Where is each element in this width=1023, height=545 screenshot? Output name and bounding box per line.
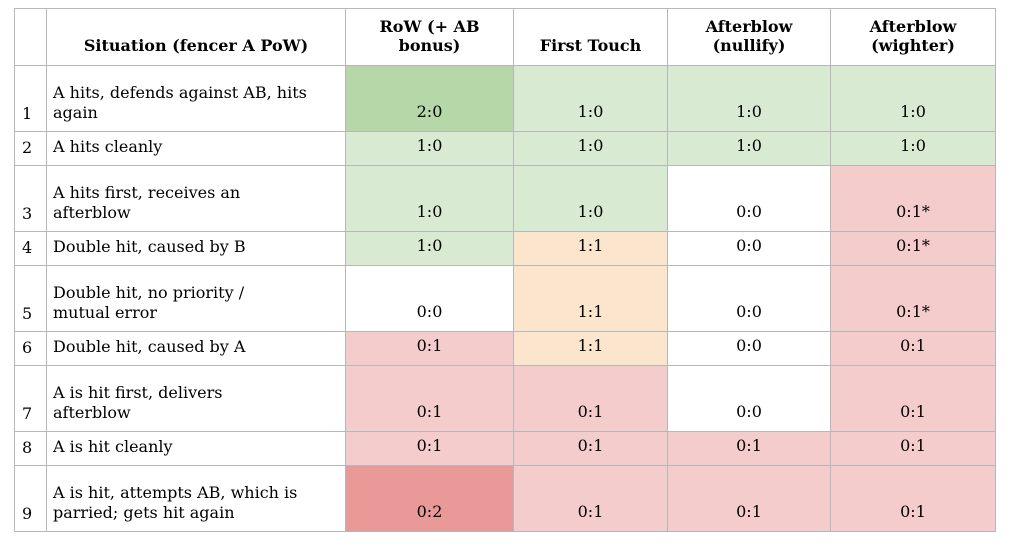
score-cell-first-touch: 1:0	[513, 131, 668, 166]
header-row: Situation (fencer A PoW) RoW (+ AB bonus)…	[14, 8, 996, 66]
row-number-cell: 5	[14, 265, 47, 332]
score-cell-afterblow-wighter: 0:1*	[830, 231, 996, 266]
score-cell-first-touch: 1:1	[513, 265, 668, 332]
row-number-cell: 2	[14, 131, 47, 166]
score-cell-afterblow-wighter: 0:1	[830, 465, 996, 532]
row-number-cell: 4	[14, 231, 47, 266]
score-cell-afterblow-wighter: 0:1*	[830, 265, 996, 332]
situation-cell: A is hit first, delivers afterblow	[46, 365, 346, 432]
situation-cell: A is hit cleanly	[46, 431, 346, 466]
score-cell-first-touch: 0:1	[513, 365, 668, 432]
score-cell-first-touch: 1:0	[513, 65, 668, 132]
score-cell-afterblow-nullify: 0:0	[667, 165, 831, 232]
score-cell-afterblow-wighter: 0:1	[830, 365, 996, 432]
column-header-situation: Situation (fencer A PoW)	[46, 8, 346, 66]
row-number-cell: 1	[14, 65, 47, 132]
score-cell-row-ab-bonus: 0:1	[345, 331, 514, 366]
table-row: 4 Double hit, caused by B 1:0 1:1 0:0 0:1*	[14, 231, 996, 266]
column-header-afterblow-nullify: Afterblow (nullify)	[667, 8, 831, 66]
situation-cell: Double hit, no priority / mutual error	[46, 265, 346, 332]
score-cell-first-touch: 0:1	[513, 431, 668, 466]
score-cell-row-ab-bonus: 1:0	[345, 165, 514, 232]
score-cell-afterblow-nullify: 0:0	[667, 265, 831, 332]
score-cell-first-touch: 1:0	[513, 165, 668, 232]
column-header-row-ab-bonus: RoW (+ AB bonus)	[345, 8, 514, 66]
score-cell-first-touch: 1:1	[513, 231, 668, 266]
situation-cell: A is hit, attempts AB, which is parried;…	[46, 465, 346, 532]
score-cell-row-ab-bonus: 0:1	[345, 365, 514, 432]
situation-cell: A hits cleanly	[46, 131, 346, 166]
score-cell-afterblow-nullify: 1:0	[667, 65, 831, 132]
situation-cell: Double hit, caused by B	[46, 231, 346, 266]
row-number-cell: 7	[14, 365, 47, 432]
row-number-cell: 3	[14, 165, 47, 232]
row-number-cell: 8	[14, 431, 47, 466]
score-cell-afterblow-wighter: 1:0	[830, 65, 996, 132]
column-header-afterblow-wighter: Afterblow (wighter)	[830, 8, 996, 66]
scoring-comparison-table-wrap: Situation (fencer A PoW) RoW (+ AB bonus)…	[14, 8, 996, 532]
column-header-row-number	[14, 8, 47, 66]
score-cell-afterblow-nullify: 0:0	[667, 365, 831, 432]
score-cell-row-ab-bonus: 1:0	[345, 131, 514, 166]
column-header-first-touch: First Touch	[513, 8, 668, 66]
score-cell-afterblow-nullify: 0:1	[667, 465, 831, 532]
score-cell-row-ab-bonus: 0:2	[345, 465, 514, 532]
score-cell-first-touch: 0:1	[513, 465, 668, 532]
situation-cell: A hits first, receives an afterblow	[46, 165, 346, 232]
score-cell-afterblow-wighter: 1:0	[830, 131, 996, 166]
situation-cell: Double hit, caused by A	[46, 331, 346, 366]
table-row: 6 Double hit, caused by A 0:1 1:1 0:0 0:1	[14, 331, 996, 366]
score-cell-afterblow-nullify: 0:0	[667, 331, 831, 366]
score-cell-afterblow-nullify: 0:0	[667, 231, 831, 266]
situation-cell: A hits, defends against AB, hits again	[46, 65, 346, 132]
score-cell-row-ab-bonus: 2:0	[345, 65, 514, 132]
score-cell-afterblow-nullify: 1:0	[667, 131, 831, 166]
score-cell-row-ab-bonus: 0:0	[345, 265, 514, 332]
score-cell-first-touch: 1:1	[513, 331, 668, 366]
table-row: 5 Double hit, no priority / mutual error 0…	[14, 265, 996, 332]
row-number-cell: 9	[14, 465, 47, 532]
score-cell-afterblow-wighter: 0:1	[830, 431, 996, 466]
score-cell-row-ab-bonus: 0:1	[345, 431, 514, 466]
score-cell-row-ab-bonus: 1:0	[345, 231, 514, 266]
score-cell-afterblow-nullify: 0:1	[667, 431, 831, 466]
score-cell-afterblow-wighter: 0:1*	[830, 165, 996, 232]
row-number-cell: 6	[14, 331, 47, 366]
score-cell-afterblow-wighter: 0:1	[830, 331, 996, 366]
scoring-comparison-table: Situation (fencer A PoW) RoW (+ AB bonus)…	[14, 8, 996, 532]
